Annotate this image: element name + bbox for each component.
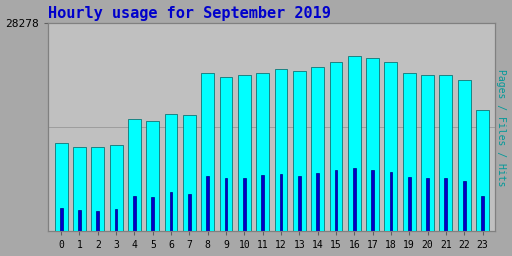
Bar (439, 74, 452, 231)
Bar (441, 97, 451, 231)
Bar (316, 173, 319, 231)
Bar (423, 98, 432, 231)
Bar (148, 136, 157, 231)
Bar (257, 73, 269, 231)
Bar (185, 131, 194, 231)
Bar (371, 170, 374, 231)
Bar (55, 143, 68, 231)
Bar (78, 210, 81, 231)
Bar (152, 197, 154, 231)
Text: Hourly usage for September 2019: Hourly usage for September 2019 (48, 6, 331, 20)
Bar (91, 147, 104, 231)
Bar (60, 208, 62, 231)
Bar (298, 176, 301, 231)
Bar (293, 71, 306, 231)
Bar (225, 178, 227, 231)
Bar (220, 77, 232, 231)
Bar (481, 196, 484, 231)
Bar (280, 174, 282, 231)
Bar (166, 128, 176, 231)
Bar (274, 69, 287, 231)
Bar (188, 194, 191, 231)
Bar (75, 161, 84, 231)
Bar (203, 95, 212, 231)
Bar (334, 170, 337, 231)
Bar (348, 56, 360, 231)
Bar (115, 209, 117, 231)
Bar (366, 58, 379, 231)
Y-axis label: Pages / Files / Hits: Pages / Files / Hits (497, 69, 506, 186)
Bar (243, 178, 246, 231)
Bar (460, 102, 469, 231)
Bar (57, 158, 66, 231)
Bar (169, 192, 173, 231)
Bar (311, 67, 324, 231)
Bar (93, 162, 102, 231)
Bar (133, 196, 136, 231)
Bar (295, 94, 304, 231)
Bar (458, 80, 471, 231)
Bar (350, 80, 359, 231)
Bar (206, 176, 209, 231)
Bar (390, 172, 392, 231)
Bar (385, 62, 397, 231)
Bar (112, 159, 121, 231)
Bar (261, 175, 264, 231)
Bar (146, 121, 159, 231)
Bar (276, 91, 286, 231)
Bar (110, 145, 122, 231)
Bar (404, 96, 414, 231)
Bar (426, 178, 429, 231)
Bar (258, 95, 267, 231)
Bar (128, 120, 141, 231)
Bar (238, 75, 251, 231)
Bar (183, 115, 196, 231)
Bar (73, 147, 86, 231)
Bar (368, 83, 377, 231)
Bar (478, 127, 487, 231)
Bar (476, 110, 489, 231)
Bar (165, 114, 178, 231)
Bar (96, 211, 99, 231)
Bar (463, 181, 465, 231)
Bar (330, 62, 343, 231)
Bar (444, 178, 447, 231)
Bar (387, 86, 395, 231)
Bar (353, 168, 356, 231)
Bar (331, 85, 340, 231)
Bar (403, 73, 416, 231)
Bar (421, 74, 434, 231)
Bar (408, 177, 411, 231)
Bar (313, 90, 322, 231)
Bar (130, 134, 139, 231)
Bar (240, 97, 249, 231)
Bar (222, 99, 230, 231)
Bar (201, 73, 214, 231)
